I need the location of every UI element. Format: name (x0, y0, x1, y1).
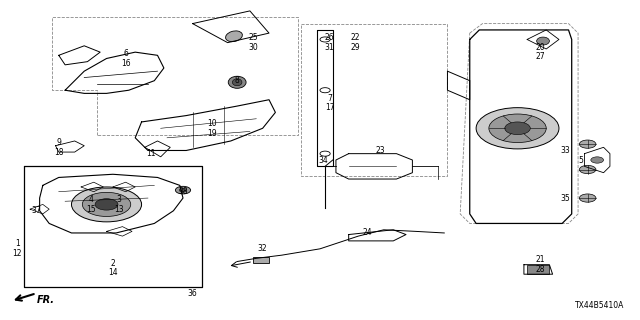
Text: 32: 32 (258, 244, 268, 253)
Circle shape (179, 188, 187, 192)
Ellipse shape (232, 79, 242, 86)
Text: TX44B5410A: TX44B5410A (575, 301, 625, 310)
Text: 2
14: 2 14 (108, 259, 118, 277)
Circle shape (591, 157, 604, 163)
Text: 6
16: 6 16 (121, 49, 131, 68)
Text: 20
27: 20 27 (535, 43, 545, 61)
Text: 11: 11 (147, 149, 156, 158)
Text: 23: 23 (376, 146, 385, 155)
Text: 36: 36 (188, 289, 197, 298)
Text: 3
13: 3 13 (115, 195, 124, 214)
Text: 8: 8 (235, 76, 239, 85)
Ellipse shape (228, 76, 246, 88)
Text: 7
17: 7 17 (324, 93, 334, 112)
Text: 21
28: 21 28 (535, 255, 545, 274)
Text: 33: 33 (561, 146, 570, 155)
Text: 35: 35 (561, 194, 570, 203)
Bar (253, 257, 269, 263)
Circle shape (476, 108, 559, 149)
Text: 38: 38 (178, 187, 188, 196)
Text: 26
31: 26 31 (324, 33, 334, 52)
Circle shape (579, 194, 596, 202)
Text: 37: 37 (31, 206, 42, 215)
Text: 22
29: 22 29 (350, 33, 360, 52)
Ellipse shape (537, 37, 549, 45)
Circle shape (95, 199, 118, 210)
Text: FR.: FR. (36, 295, 54, 305)
Circle shape (489, 114, 546, 142)
Circle shape (83, 192, 131, 216)
Text: 5: 5 (579, 156, 584, 164)
Circle shape (579, 140, 596, 148)
Circle shape (175, 186, 191, 194)
Text: 25
30: 25 30 (248, 33, 258, 52)
Text: 9
18: 9 18 (54, 138, 63, 157)
Text: 1
12: 1 12 (13, 239, 22, 258)
Ellipse shape (225, 31, 243, 42)
Circle shape (579, 165, 596, 174)
Bar (527, 265, 549, 274)
Text: 10
19: 10 19 (207, 119, 216, 138)
Text: 34: 34 (318, 156, 328, 164)
Text: 4
15: 4 15 (86, 195, 95, 214)
Circle shape (72, 187, 141, 222)
Text: 24: 24 (363, 228, 372, 237)
Circle shape (505, 122, 531, 135)
